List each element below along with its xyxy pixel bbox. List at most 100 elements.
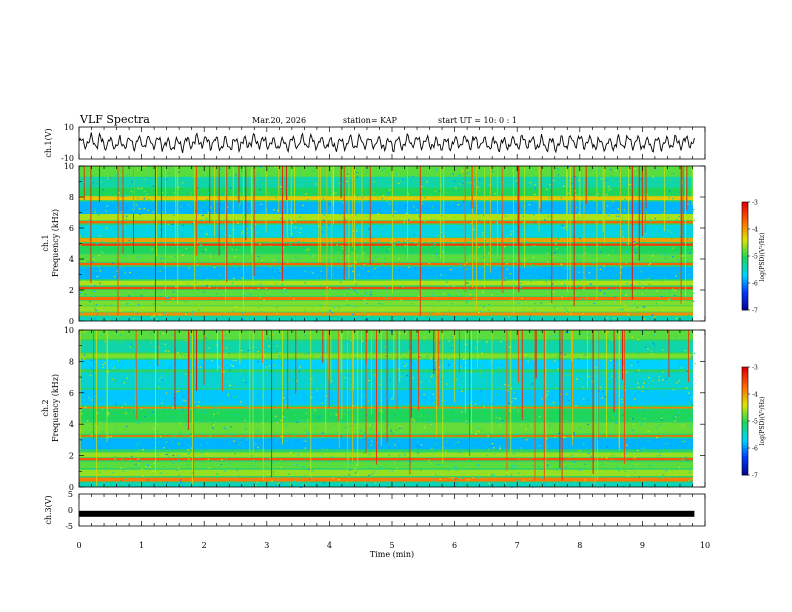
ch2-spectrogram-pixel <box>369 352 371 354</box>
ch2-spectrogram-pixel <box>208 348 211 350</box>
ch2-spectrogram-pixel <box>616 391 618 394</box>
ch2-spectrogram-pixel <box>130 461 133 463</box>
ch1-colorbar-label: log(PSD)(V²/Hz) <box>759 233 766 282</box>
ch1-spectrogram-pixel <box>337 228 340 230</box>
ch1-spectrogram-pixel <box>293 298 295 300</box>
ch1-colorbar-swatch <box>742 307 748 311</box>
ch2-spectrogram-pixel <box>614 425 616 427</box>
ch1-spectrogram-pixel <box>504 169 507 171</box>
ch1-spectrogram-pixel <box>265 211 268 213</box>
ch1-spectrogram-pixel <box>602 270 604 272</box>
ch1-spectrogram-pixel <box>484 166 487 168</box>
ch1-spectrogram-pixel <box>504 215 507 217</box>
ch2-spectrogram-pixel <box>367 400 370 402</box>
ch1-spectrogram-pixel <box>259 311 262 313</box>
ch2-spectrogram-pixel <box>168 456 171 458</box>
ch2-spectrogram-pixel <box>638 410 640 412</box>
ch1-spectrogram-pixel <box>461 182 464 185</box>
ch2-spectrogram-pixel <box>445 449 447 451</box>
ch2-spectrogram-pixel <box>141 475 144 477</box>
ch2-spectrogram-pixel <box>283 417 285 419</box>
ch2-colorbar-swatch <box>742 404 748 408</box>
ch1-spectrogram-pixel <box>508 239 511 241</box>
ch2-spectrogram-pixel <box>223 470 226 472</box>
ch2-spectrogram-pixel <box>286 440 288 442</box>
ch1-spectrogram-pixel <box>130 311 133 313</box>
ch2-spectrogram-pixel <box>177 459 179 461</box>
ch1-spectrogram-pixel <box>94 307 96 309</box>
ch1-spectrogram-pixel <box>431 245 433 247</box>
ch1-spectrogram-pixel <box>321 227 323 230</box>
ch2-spectrogram-pixel <box>557 475 559 477</box>
ch2-spectrogram-pixel <box>285 360 288 362</box>
ch2-spectrogram-pixel <box>579 381 581 383</box>
ch2-spectrogram-pixel <box>107 413 110 415</box>
ch1-spectrogram-pixel <box>307 248 310 250</box>
ch1-spectrogram-pixel <box>236 267 239 269</box>
ch2-spectrogram-pixel <box>314 409 316 411</box>
ch2-spectrogram-ytick-label: 8 <box>69 357 74 366</box>
ch2-spectrogram-pixel <box>113 366 116 368</box>
ch2-spectrogram-pixel <box>599 362 602 364</box>
ch1-spectrogram-pixel <box>492 171 494 173</box>
ch1-spectrogram-pixel <box>532 256 535 259</box>
ch2-spectrogram-pixel <box>182 485 184 487</box>
ch2-spectrogram-pixel <box>282 413 284 415</box>
ch2-spectrogram-pixel <box>333 424 335 426</box>
ch2-spectrogram-pixel <box>268 365 270 367</box>
ch2-spectrogram-pixel <box>415 448 417 450</box>
ch2-spectrogram-pixel <box>570 344 572 346</box>
ch1-spectrogram-pixel <box>205 218 208 220</box>
ch2-spectrogram-pixel <box>657 381 660 383</box>
ch2-spectrogram-pixel <box>686 387 688 389</box>
ch1-spectrogram-pixel <box>297 257 299 259</box>
ch2-spectrogram-pixel <box>582 442 585 444</box>
ch2-spectrogram-pixel <box>477 477 479 479</box>
ch1-spectrogram-pixel <box>323 183 325 185</box>
ch1-spectrogram-pixel <box>258 233 261 235</box>
ch2-spectrogram-pixel <box>387 355 389 357</box>
ch2-colorbar-swatch <box>742 388 748 392</box>
ch2-spectrogram-pixel <box>364 435 366 437</box>
ch2-spectrogram-pixel <box>457 339 459 341</box>
figure-title: VLF Spectra <box>79 113 150 126</box>
ch1-spectrogram-pixel <box>98 254 100 256</box>
ch2-spectrogram-pixel <box>643 382 645 384</box>
ch1-spectrogram-pixel <box>557 174 560 176</box>
ch2-spectrogram-pixel <box>681 425 684 427</box>
ch2-spectrogram-pixel <box>370 444 372 446</box>
ch2-spectrogram-pixel <box>107 436 110 438</box>
ch1-spectrogram-pixel <box>169 248 172 250</box>
ch2-spectrogram-pixel <box>417 452 419 454</box>
ch2-spectrogram-pixel <box>623 414 625 416</box>
ch1-spectrogram-band <box>79 280 693 286</box>
ch1-spectrogram-pixel <box>289 208 292 210</box>
ch2-spectrogram-pixel <box>391 368 394 370</box>
ch2-spectrogram-pixel <box>314 445 317 447</box>
ch1-spectrogram-pixel <box>469 197 472 199</box>
ch1-spectrogram-pixel <box>553 272 555 274</box>
ch2-spectrogram-pixel <box>638 393 640 396</box>
ch1-spectrogram-pixel <box>162 227 164 229</box>
ch1-spectrogram-pixel <box>310 232 312 234</box>
ch1-spectrogram-pixel <box>137 187 139 189</box>
ch1-spectrogram-pixel <box>275 283 277 285</box>
ch2-spectrogram-pixel <box>564 463 567 466</box>
ch1-spectrogram-pixel <box>256 178 258 181</box>
ch2-spectrogram-pixel <box>219 400 221 402</box>
ch1-spectrogram-pixel <box>421 190 423 192</box>
ch2-spectrogram-pixel <box>189 336 192 338</box>
ch2-spectrogram-pixel <box>179 412 181 414</box>
ch2-spectrogram-pixel <box>165 441 167 443</box>
ch2-spectrogram-pixel <box>631 429 634 432</box>
ch2-spectrogram-pixel <box>681 439 684 441</box>
ch2-spectrogram-pixel <box>475 347 478 349</box>
ch1-spectrogram-pixel <box>164 178 166 180</box>
ch1-spectrogram-pixel <box>416 209 418 211</box>
ch1-spectrogram-pixel <box>166 316 169 319</box>
ch2-spectrogram-pixel <box>413 443 415 445</box>
ch2-spectrogram-pixel <box>165 392 168 394</box>
ch1-spectrogram-pixel <box>560 263 562 265</box>
ch2-spectrogram-pixel <box>461 390 463 393</box>
ch1-spectrogram-pixel <box>646 193 649 196</box>
